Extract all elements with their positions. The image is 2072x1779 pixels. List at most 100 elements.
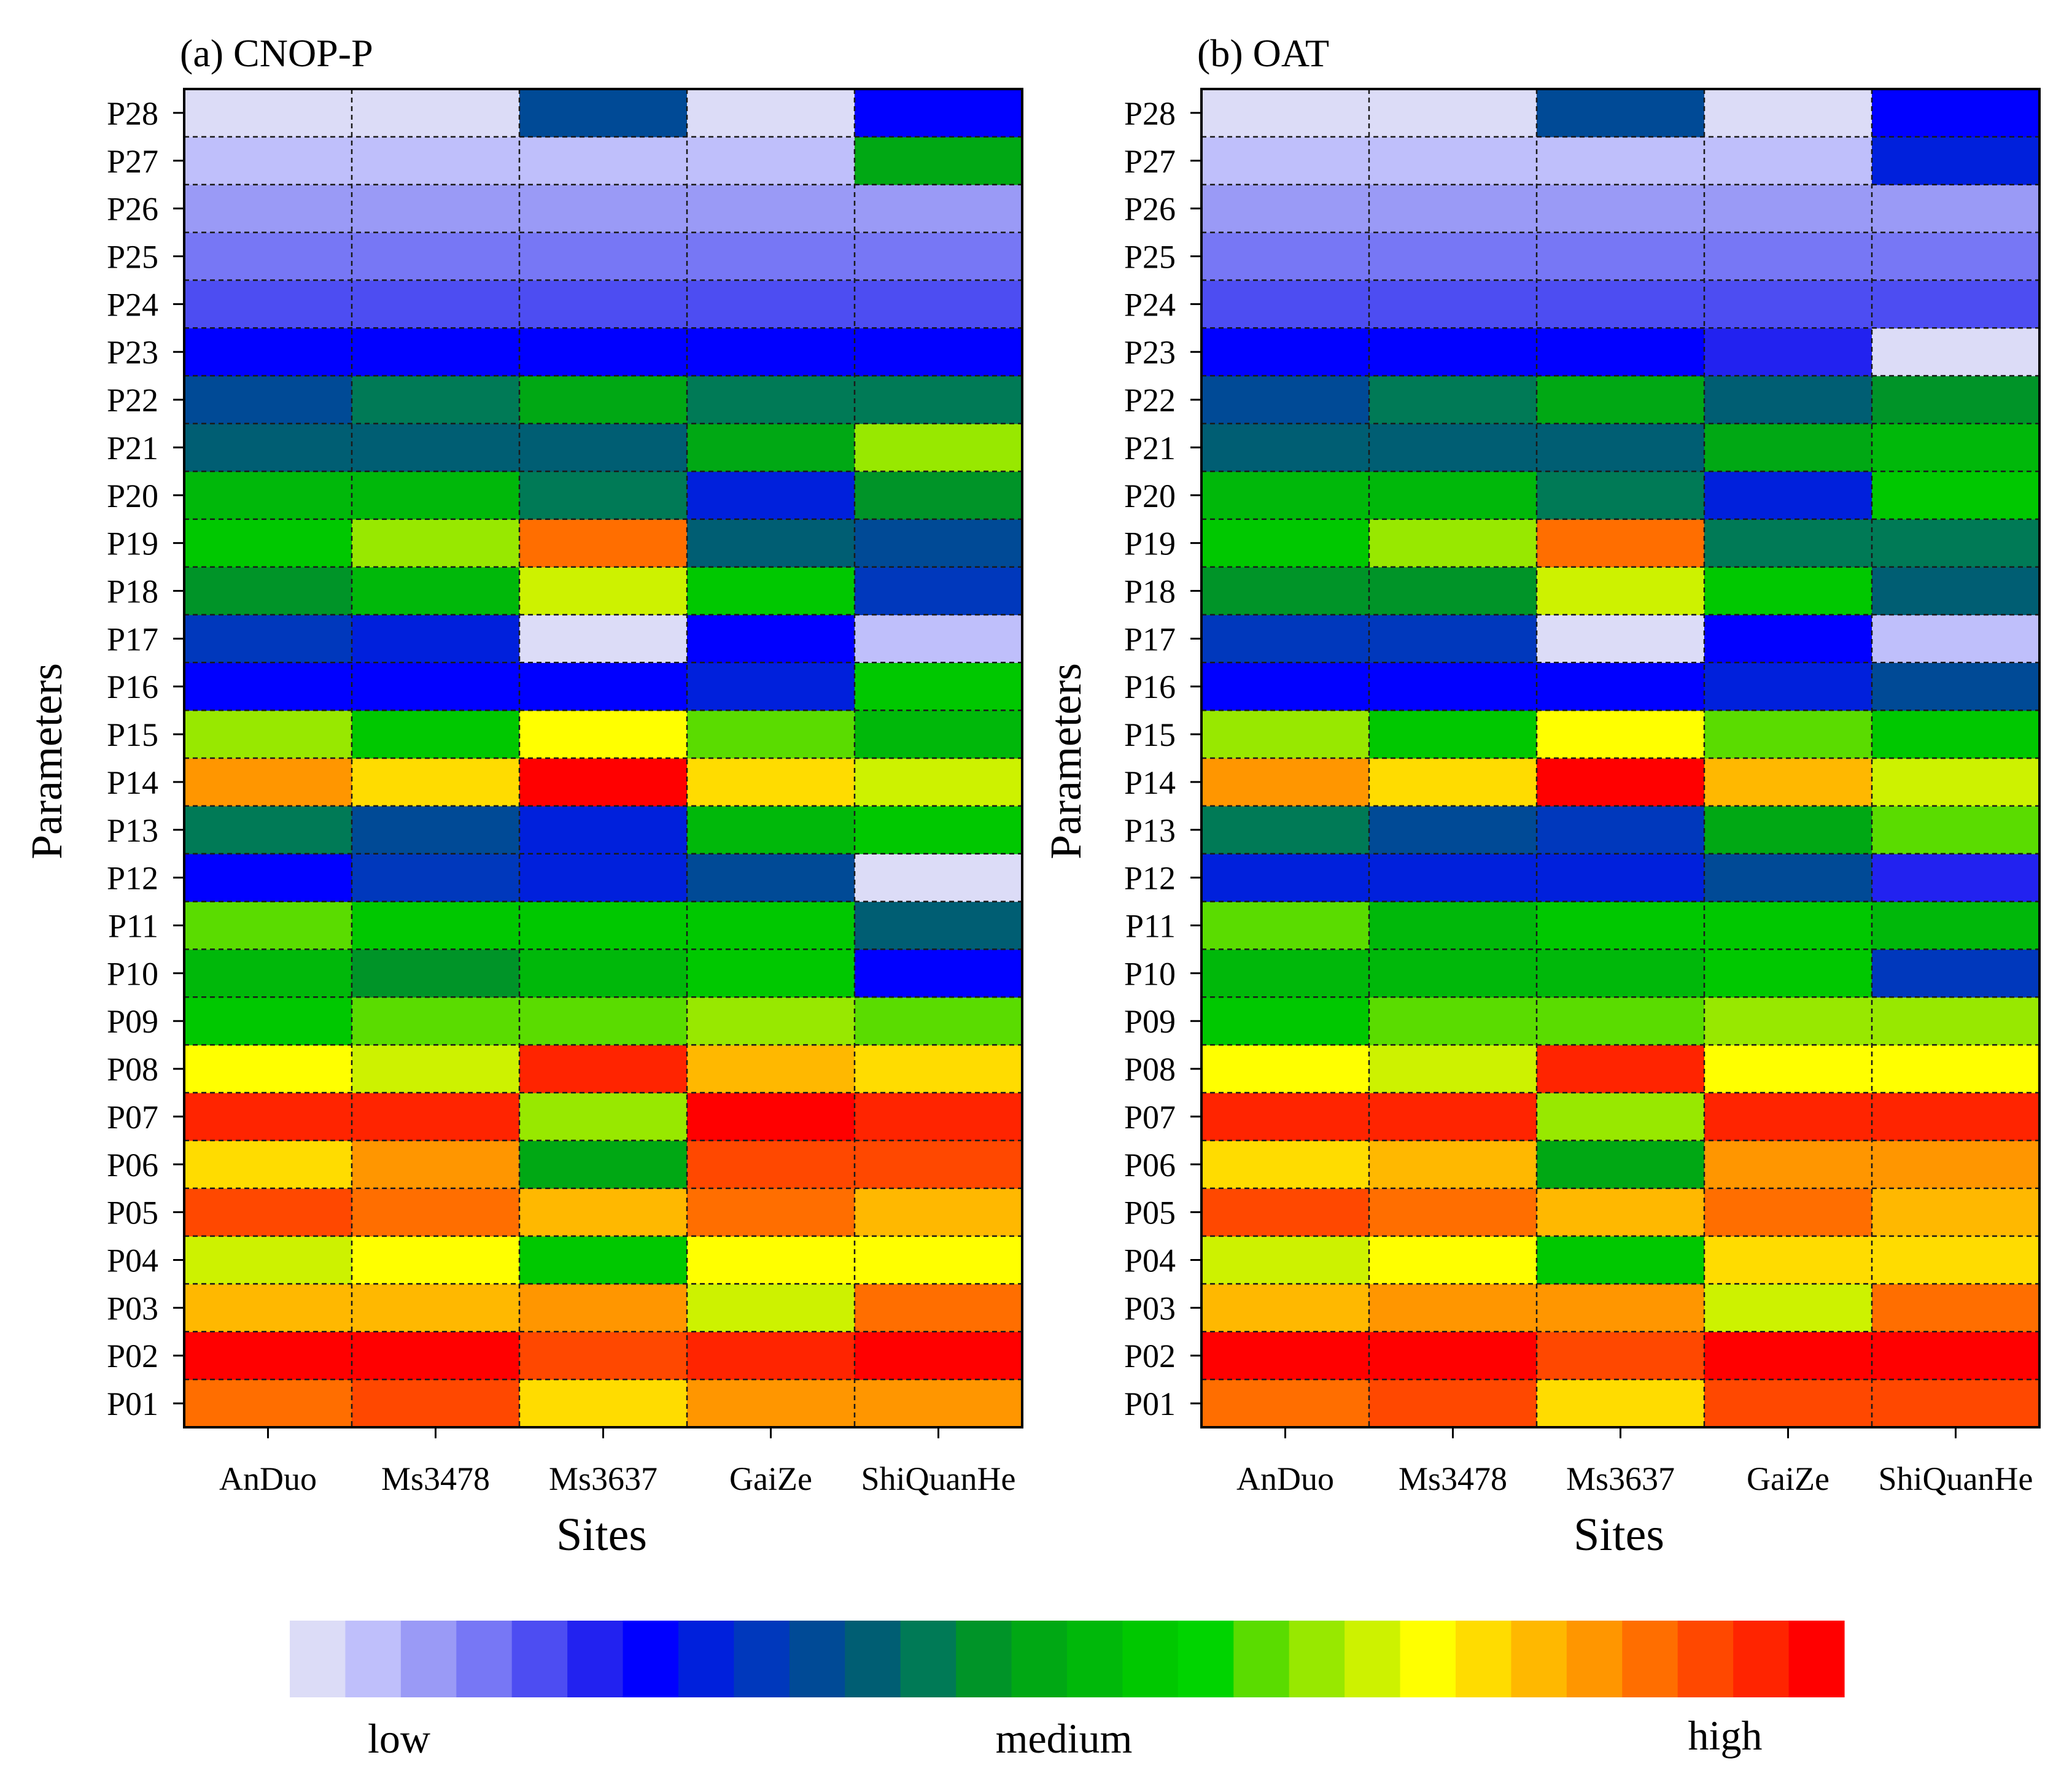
y-tick-label-P09: P09: [107, 1003, 158, 1040]
heatmap-cell-P02-GaiZe: [1704, 1331, 1872, 1380]
panel-oat: (b) OAT P01 P02 P03 P04 P05 P06 P07 P08 P09 P10 P1…: [1041, 31, 2041, 1560]
panel-title: (b) OAT: [1197, 31, 1329, 75]
y-tick-label-P23: P23: [107, 334, 158, 371]
heatmap-cell-P18-Ms3637: [519, 567, 688, 616]
y-tick-label-P14: P14: [107, 764, 158, 801]
heatmap-cell-P03-GaiZe: [1704, 1284, 1872, 1332]
y-tick-label-P10: P10: [1124, 955, 1176, 992]
heatmap-cells: [1201, 89, 2040, 1428]
heatmap-cell-P02-ShiQuanHe: [1872, 1331, 2040, 1380]
heatmap-cell-P18-GaiZe: [1704, 567, 1872, 616]
y-tick-label-P09: P09: [1124, 1003, 1176, 1040]
colorbar-segment-3: [456, 1621, 513, 1697]
y-tick-label-P25: P25: [1124, 239, 1176, 276]
heatmap-cell-P01-AnDuo: [184, 1379, 352, 1428]
heatmap-cell-P14-Ms3478: [352, 758, 520, 807]
heatmap-cell-P21-Ms3478: [352, 424, 520, 472]
heatmap-cell-P06-Ms3637: [519, 1140, 688, 1189]
heatmap-cell-P20-AnDuo: [184, 471, 352, 520]
heatmap-cell-P26-ShiQuanHe: [1872, 184, 2040, 233]
heatmap-cell-P26-Ms3478: [1369, 184, 1537, 233]
heatmap-cell-P13-Ms3637: [1537, 805, 1705, 855]
y-tick-label-P22: P22: [107, 382, 158, 419]
heatmap-cell-P25-Ms3637: [1537, 232, 1705, 281]
heatmap-cell-P20-Ms3637: [1537, 471, 1705, 520]
y-tick-label-P01: P01: [1124, 1386, 1176, 1422]
heatmap-cell-P22-Ms3478: [352, 376, 520, 424]
heatmap-cell-P15-Ms3478: [1369, 710, 1537, 759]
y-tick-label-P26: P26: [1124, 191, 1176, 228]
heatmap-cell-P01-ShiQuanHe: [855, 1379, 1023, 1428]
heatmap-cell-P24-Ms3478: [1369, 280, 1537, 328]
colorbar-segment-7: [678, 1621, 735, 1697]
heatmap-cell-P05-Ms3637: [519, 1188, 688, 1237]
heatmap-cell-P12-GaiZe: [1704, 853, 1872, 902]
y-tick-label-P26: P26: [107, 191, 158, 228]
heatmap-cell-P02-AnDuo: [1201, 1331, 1370, 1380]
colorbar-segment-2: [400, 1621, 457, 1697]
heatmap-cell-P27-Ms3478: [352, 136, 520, 185]
colorbar: [290, 1621, 1845, 1697]
heatmap-cell-P10-ShiQuanHe: [855, 949, 1023, 998]
heatmap-cell-P17-GaiZe: [687, 614, 855, 663]
heatmap-cells: [184, 89, 1023, 1428]
heatmap-cell-P14-AnDuo: [184, 758, 352, 807]
heatmap-cell-P09-Ms3478: [352, 997, 520, 1045]
heatmap-cell-P11-Ms3637: [1537, 901, 1705, 950]
heatmap-cell-P16-Ms3637: [1537, 662, 1705, 711]
heatmap-cell-P25-AnDuo: [1201, 232, 1370, 281]
y-tick-label-P18: P18: [107, 573, 158, 610]
y-tick-label-P24: P24: [107, 286, 158, 323]
heatmap-cell-P21-ShiQuanHe: [855, 424, 1023, 472]
heatmap-cell-P21-Ms3637: [519, 424, 688, 472]
heatmap-cell-P24-ShiQuanHe: [855, 280, 1023, 328]
y-tick-label-P19: P19: [1124, 525, 1176, 562]
x-tick-label-Ms3478: Ms3478: [1399, 1460, 1507, 1497]
heatmap-cell-P18-GaiZe: [687, 567, 855, 616]
heatmap-cell-P15-ShiQuanHe: [1872, 710, 2040, 759]
heatmap-cell-P23-Ms3478: [352, 328, 520, 376]
y-tick-label-P02: P02: [107, 1338, 158, 1374]
heatmap-cell-P03-GaiZe: [687, 1284, 855, 1332]
heatmap-cell-P02-Ms3637: [1537, 1331, 1705, 1380]
y-tick-label-P05: P05: [1124, 1195, 1176, 1231]
heatmap-cell-P22-AnDuo: [1201, 376, 1370, 424]
heatmap-cell-P20-Ms3478: [1369, 471, 1537, 520]
y-tick-label-P28: P28: [107, 95, 158, 132]
heatmap-cell-P01-ShiQuanHe: [1872, 1379, 2040, 1428]
heatmap-cell-P11-GaiZe: [1704, 901, 1872, 950]
heatmap-cell-P20-Ms3637: [519, 471, 688, 520]
heatmap-cell-P18-Ms3478: [352, 567, 520, 616]
heatmap-cell-P11-Ms3637: [519, 901, 688, 950]
heatmap-cell-P18-AnDuo: [184, 567, 352, 616]
colorbar-label-high: high: [1688, 1712, 1763, 1759]
heatmap-cell-P15-AnDuo: [184, 710, 352, 759]
heatmap-cell-P17-Ms3478: [352, 614, 520, 663]
heatmap-cell-P24-Ms3478: [352, 280, 520, 328]
heatmap-cell-P09-ShiQuanHe: [1872, 997, 2040, 1045]
colorbar-segment-13: [1011, 1621, 1068, 1697]
heatmap-cell-P13-Ms3478: [1369, 805, 1537, 855]
y-tick-label-P11: P11: [108, 908, 158, 945]
y-tick-label-P03: P03: [1124, 1290, 1176, 1327]
heatmap-cell-P22-ShiQuanHe: [855, 376, 1023, 424]
y-tick-label-P13: P13: [107, 812, 158, 849]
heatmap-cell-P13-Ms3637: [519, 805, 688, 855]
heatmap-cell-P09-Ms3478: [1369, 997, 1537, 1045]
heatmap-cell-P09-GaiZe: [687, 997, 855, 1045]
heatmap-cell-P11-ShiQuanHe: [855, 901, 1023, 950]
heatmap-cell-P26-AnDuo: [184, 184, 352, 233]
heatmap-cell-P04-ShiQuanHe: [855, 1236, 1023, 1285]
heatmap-cell-P05-GaiZe: [687, 1188, 855, 1237]
heatmap-cell-P20-Ms3478: [352, 471, 520, 520]
heatmap-cell-P17-GaiZe: [1704, 614, 1872, 663]
y-tick-label-P20: P20: [107, 478, 158, 514]
heatmap-cell-P19-GaiZe: [1704, 519, 1872, 568]
heatmap-cell-P13-ShiQuanHe: [855, 805, 1023, 855]
heatmap-cell-P17-ShiQuanHe: [1872, 614, 2040, 663]
heatmap-cell-P27-Ms3637: [519, 136, 688, 185]
heatmap-cell-P02-Ms3637: [519, 1331, 688, 1380]
heatmap-cell-P08-Ms3478: [1369, 1045, 1537, 1093]
heatmap-cell-P08-AnDuo: [1201, 1045, 1370, 1093]
